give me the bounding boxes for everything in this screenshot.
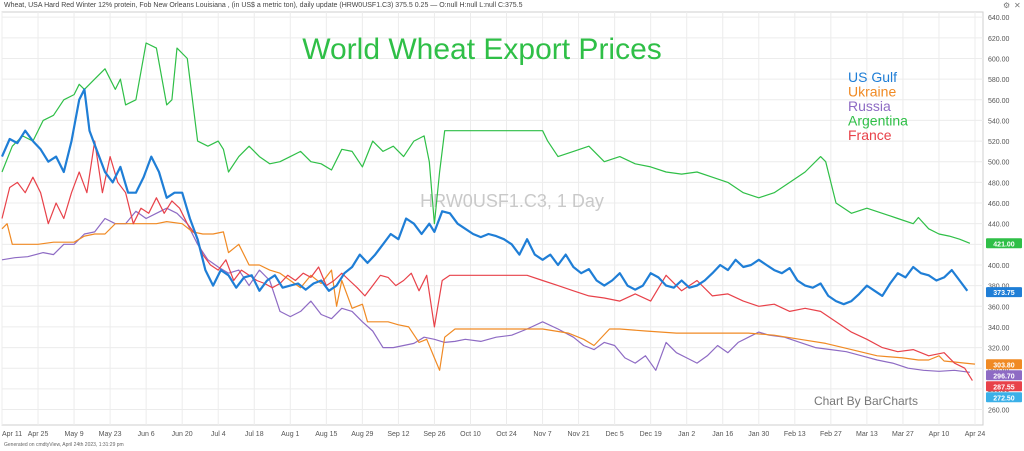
- chart-title: World Wheat Export Prices: [302, 33, 662, 66]
- x-tick-label: Oct 24: [496, 431, 517, 438]
- y-axis: 260.00280.00300.00320.00340.00360.00380.…: [988, 15, 1010, 414]
- plot-frame: [1, 11, 984, 426]
- legend-item-ukraine: Ukraine: [848, 84, 896, 100]
- watermark: HRW0USF1.C3, 1 Day: [420, 191, 604, 211]
- x-tick-label: Jun 6: [138, 431, 155, 438]
- y-tick-label: 340.00: [988, 325, 1010, 332]
- close-icon[interactable]: ✕: [1014, 1, 1021, 10]
- series-line-france: [1, 140, 973, 381]
- x-tick-label: Mar 27: [892, 431, 914, 438]
- legend-item-france: France: [848, 127, 892, 143]
- y-tick-label: 400.00: [988, 263, 1010, 270]
- x-tick-label: Oct 10: [460, 431, 481, 438]
- x-tick-label: May 9: [65, 431, 84, 438]
- y-tick-label: 540.00: [988, 118, 1010, 125]
- y-tick-label: 440.00: [988, 222, 1010, 229]
- series-line-us-gulf: [0, 88, 969, 306]
- last-value-badges: 421.00 373.75 303.80 296.70 287.55 272.50: [986, 238, 1022, 403]
- x-tick-label: Aug 1: [281, 431, 299, 438]
- legend-item-argentina: Argentina: [848, 113, 908, 129]
- last-value-badge-label: 272.50: [993, 395, 1015, 402]
- y-tick-label: 520.00: [988, 139, 1010, 146]
- last-value-badge: [986, 359, 1022, 370]
- y-tick-label: 360.00: [988, 304, 1010, 311]
- x-tick-label: Apr 11: [2, 431, 22, 438]
- series-line-argentina: [1, 42, 971, 244]
- x-tick-label: Jan 30: [748, 431, 769, 438]
- generated-note: Generated on cmdtyView, April 24th 2023,…: [4, 442, 124, 448]
- x-axis: Apr 11 Apr 25 May 9 May 23 Jun 6 Jun 20 Jul 4 J…: [2, 431, 985, 438]
- series-layer: [0, 42, 976, 381]
- x-tick-label: Sep 26: [423, 431, 445, 438]
- y-tick-label: 580.00: [988, 77, 1010, 84]
- x-tick-label: Apr 10: [929, 431, 950, 438]
- last-value-badge: [986, 238, 1022, 249]
- last-value-badge-label: 373.75: [993, 290, 1015, 297]
- x-tick-label: Jul 18: [245, 431, 264, 438]
- x-tick-label: Feb 27: [820, 431, 842, 438]
- y-tick-label: 500.00: [988, 160, 1010, 167]
- settings-icon[interactable]: ⚙: [1003, 1, 1011, 10]
- x-tick-label: May 23: [99, 431, 122, 438]
- last-value-badge: [986, 381, 1022, 392]
- x-tick-label: Mar 13: [856, 431, 878, 438]
- y-tick-label: 260.00: [988, 408, 1010, 415]
- last-value-badge-label: 296.70: [993, 373, 1015, 380]
- x-tick-label: Apr 25: [28, 431, 49, 438]
- x-tick-label: Jul 4: [211, 431, 226, 438]
- last-value-badge-label: 421.00: [993, 241, 1015, 248]
- series-line-ukraine: [1, 221, 976, 371]
- grid-lines: [1, 11, 984, 426]
- instrument-info: Wheat, USA Hard Red Winter 12% protein, …: [4, 2, 523, 9]
- last-value-badge-label: 303.80: [993, 362, 1015, 369]
- x-tick-label: Sep 12: [387, 431, 409, 438]
- x-tick-label: Apr 24: [965, 431, 986, 438]
- x-tick-label: Feb 13: [784, 431, 806, 438]
- y-tick-label: 460.00: [988, 201, 1010, 208]
- series-line-russia: [1, 207, 970, 373]
- x-tick-label: Nov 21: [567, 431, 589, 438]
- x-tick-label: Aug 29: [351, 431, 373, 438]
- last-value-badge: [986, 392, 1022, 403]
- x-tick-label: Jan 2: [678, 431, 695, 438]
- x-tick-label: Nov 7: [533, 431, 551, 438]
- x-tick-label: Jan 16: [712, 431, 733, 438]
- legend-item-russia: Russia: [848, 98, 891, 114]
- x-tick-label: Jun 20: [172, 431, 193, 438]
- legend-item-us-gulf: US Gulf: [848, 69, 897, 85]
- last-value-badge: [986, 287, 1022, 298]
- y-tick-label: 300.00: [988, 366, 1010, 373]
- x-tick-label: Aug 15: [315, 431, 337, 438]
- last-value-badge: [986, 370, 1022, 381]
- y-tick-label: 560.00: [988, 98, 1010, 105]
- y-tick-label: 620.00: [988, 36, 1010, 43]
- y-tick-label: 320.00: [988, 346, 1010, 353]
- y-tick-label: 480.00: [988, 180, 1010, 187]
- y-tick-label: 640.00: [988, 15, 1010, 22]
- last-value-badge-label: 287.55: [993, 384, 1015, 391]
- chart-credit: Chart By BarCharts: [814, 394, 918, 408]
- y-tick-label: 600.00: [988, 56, 1010, 63]
- x-tick-label: Dec 19: [640, 431, 662, 438]
- x-tick-label: Dec 5: [605, 431, 623, 438]
